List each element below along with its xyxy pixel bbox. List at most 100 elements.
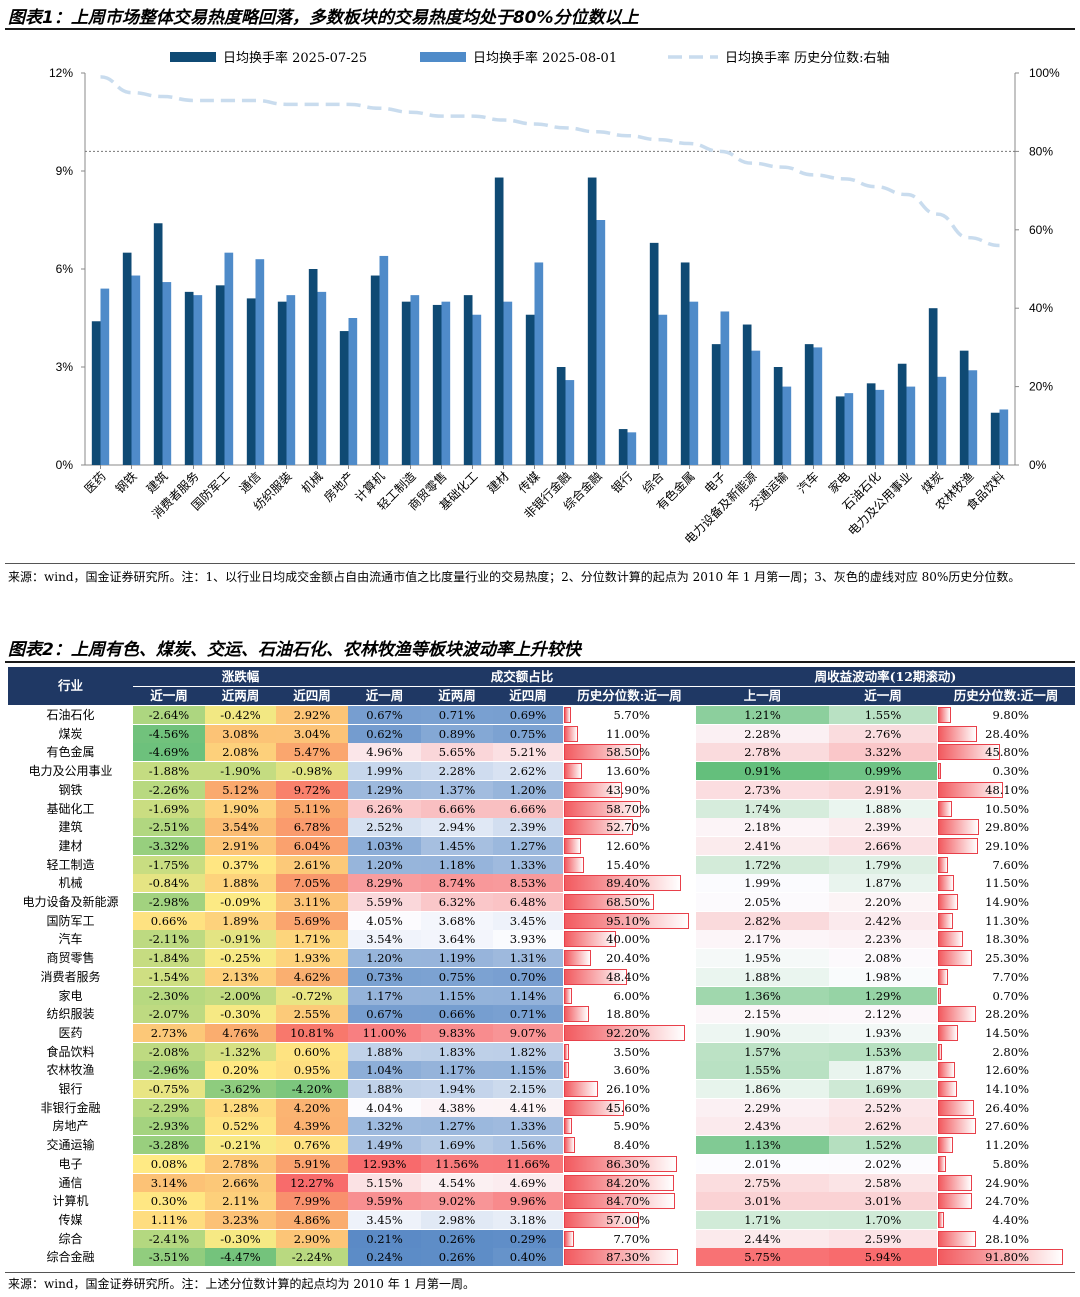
bar-0801	[286, 295, 296, 465]
table-cell: -4.69%	[133, 743, 205, 762]
table-cell: -0.30%	[205, 1005, 276, 1024]
percentile-value: 58.70%	[606, 801, 650, 816]
table-cell: 2.98%	[421, 1210, 493, 1229]
row-industry-label: 建材	[58, 838, 83, 853]
table-cell: 0.21%	[348, 1229, 421, 1248]
table-cell: 3.54%	[205, 818, 276, 837]
percentile-bar	[938, 725, 977, 742]
table-cell: 5.47%	[276, 743, 348, 762]
bar-0801	[937, 376, 947, 465]
table-cell: 1.32%	[348, 1117, 421, 1136]
table-cell: 2.82%	[696, 911, 829, 930]
percentile-value: 48.40%	[606, 969, 650, 984]
percentile-line	[100, 75, 1000, 248]
table-cell: -2.96%	[133, 1061, 205, 1080]
bar-0801	[534, 262, 544, 465]
percentile-bar	[938, 1174, 972, 1191]
table-cell: 0.89%	[421, 724, 493, 743]
row-industry-label: 交通运输	[46, 1138, 95, 1153]
table-cell: -0.72%	[276, 986, 348, 1005]
table-cell: 1.90%	[205, 799, 276, 818]
table-cell: 6.78%	[276, 818, 348, 837]
row-industry-label: 煤炭	[58, 726, 83, 741]
table-cell: -0.09%	[205, 893, 276, 911]
table-cell: 0.70%	[493, 967, 563, 986]
chart1-title: 图表1：上周市场整体交易热度略回落，多数板块的交易热度均处于80%分位数以上	[8, 8, 639, 28]
table-cell: -2.24%	[276, 1248, 348, 1267]
percentile-value: 11.00%	[606, 726, 650, 741]
table-cell: 2.18%	[696, 818, 829, 837]
percentile-value: 0.70%	[992, 988, 1029, 1003]
percentile-value: 89.40%	[606, 876, 650, 891]
bar-0801	[472, 314, 482, 465]
legend-label: 日均换手率 2025-08-01	[473, 50, 617, 66]
bar-0801	[844, 393, 854, 465]
table-cell: 0.60%	[276, 1042, 348, 1061]
bar-0801	[627, 432, 637, 465]
percentile-bar	[564, 781, 622, 798]
table-cell: -2.64%	[133, 706, 205, 724]
row-industry-label: 综合金融	[46, 1250, 95, 1265]
table-cell: 0.20%	[205, 1061, 276, 1080]
table-cell: 1.04%	[348, 1061, 421, 1080]
table-cell: 1.90%	[696, 1023, 829, 1042]
right-tick-label: 80%	[1029, 144, 1053, 158]
table-cell: 1.29%	[348, 780, 421, 799]
bar-0725	[773, 367, 783, 465]
table-cell: 3.68%	[421, 911, 493, 930]
x-tick-label: 建材	[485, 469, 512, 496]
bar-0801	[751, 350, 761, 465]
row-industry-label: 机械	[58, 876, 83, 891]
row-industry-label: 基础化工	[46, 801, 95, 816]
table-cell: 0.40%	[493, 1248, 563, 1267]
bar-0801	[410, 295, 420, 465]
table-cell: -0.21%	[205, 1136, 276, 1155]
bar-0725	[649, 242, 659, 465]
table-cell: 12.27%	[276, 1173, 348, 1192]
header-group-volatility: 周收益波动率(12期滚动)	[696, 667, 1075, 687]
table-cell: -0.91%	[205, 930, 276, 949]
header-col: 近一周	[864, 688, 902, 703]
row-industry-label: 电子	[58, 1156, 83, 1171]
row-industry-label: 纺织服装	[46, 1007, 95, 1022]
percentile-value: 28.20%	[985, 1007, 1029, 1022]
table-cell: -2.51%	[133, 818, 205, 837]
right-tick-label: 20%	[1029, 380, 1053, 394]
left-tick-label: 0%	[56, 458, 74, 472]
table-cell: 0.75%	[421, 967, 493, 986]
percentile-bar	[938, 931, 963, 948]
table-cell: 2.39%	[493, 818, 563, 837]
percentile-bar	[938, 1230, 977, 1247]
x-tick-label: 电子	[702, 469, 729, 496]
percentile-value: 2.80%	[992, 1044, 1029, 1059]
table-cell: 2.08%	[829, 949, 937, 968]
bar-0801	[348, 318, 358, 465]
table-cell: 0.24%	[348, 1248, 421, 1267]
table-cell: 0.73%	[348, 967, 421, 986]
table-cell: 0.67%	[348, 1005, 421, 1024]
title-rule	[5, 28, 1075, 30]
percentile-bar	[938, 1118, 976, 1135]
percentile-bar	[938, 1211, 944, 1228]
table-cell: -0.25%	[205, 949, 276, 968]
table-cell: 12.93%	[348, 1154, 421, 1173]
bar-0801	[906, 386, 916, 465]
percentile-value: 24.90%	[985, 1175, 1029, 1190]
table-cell: 5.59%	[348, 893, 421, 911]
bar-0801	[720, 311, 730, 465]
percentile-value: 13.60%	[606, 764, 650, 779]
table-cell: 1.98%	[829, 967, 937, 986]
table-cell: 1.20%	[348, 855, 421, 874]
bar-0725	[91, 321, 101, 465]
row-industry-label: 汽车	[58, 932, 83, 947]
percentile-value: 5.70%	[613, 708, 650, 722]
table-cell: 1.82%	[493, 1042, 563, 1061]
x-tick-label: 煤炭	[919, 469, 946, 496]
table-cell: 1.79%	[829, 855, 937, 874]
table-cell: 2.39%	[829, 818, 937, 837]
table-cell: 4.96%	[348, 743, 421, 762]
percentile-bar	[938, 763, 941, 780]
bar-0725	[432, 304, 442, 465]
table-cell: 2.15%	[493, 1080, 563, 1098]
table-cell: 2.62%	[493, 762, 563, 781]
